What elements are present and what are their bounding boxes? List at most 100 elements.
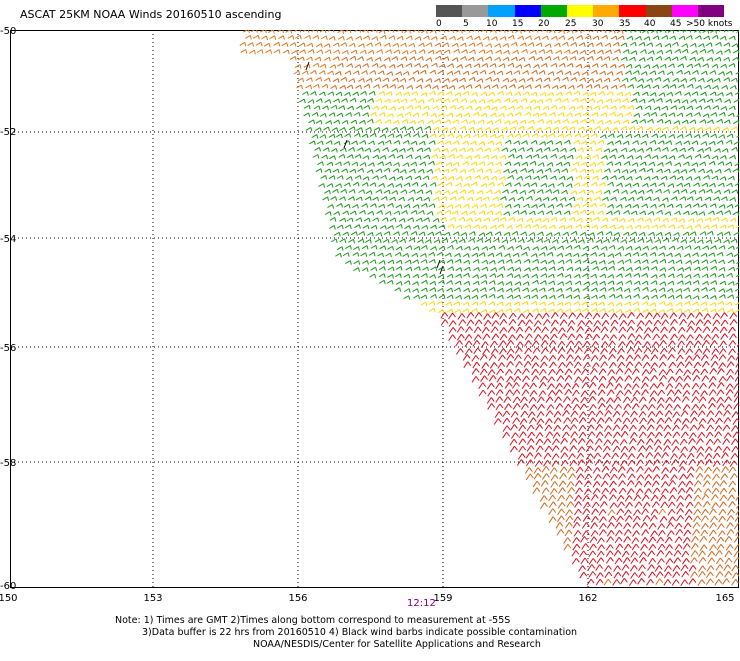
- wind-barb-flag: [708, 133, 709, 137]
- wind-barb-flag: [628, 383, 631, 387]
- wind-barb-flag: [454, 86, 455, 90]
- wind-barb-flag: [612, 72, 613, 76]
- wind-barb: [653, 313, 657, 319]
- wind-barb-flag: [689, 301, 690, 305]
- wind-barb: [310, 71, 315, 74]
- wind-barb: [455, 281, 460, 284]
- wind-barb-flag: [397, 127, 398, 131]
- wind-barb-flag: [558, 57, 559, 61]
- wind-barb: [568, 334, 572, 340]
- wind-barb-flag: [588, 134, 589, 138]
- wind-barb-flag: [579, 204, 580, 208]
- wind-barb: [574, 356, 578, 362]
- wind-barb: [539, 50, 544, 53]
- wind-barb-flag: [701, 106, 702, 110]
- wind-barb: [433, 218, 438, 221]
- wind-barb-flag: [720, 239, 721, 243]
- wind-barb-flag: [469, 281, 470, 285]
- wind-barb-flag: [597, 176, 598, 180]
- wind-barb-flag: [324, 184, 325, 188]
- wind-barb: [368, 50, 373, 53]
- wind-barb: [501, 85, 506, 88]
- wind-barb-flag: [556, 154, 557, 158]
- wind-barb-flag: [596, 281, 597, 285]
- wind-barb: [620, 84, 625, 87]
- wind-barb: [623, 211, 628, 214]
- wind-barb: [479, 211, 484, 214]
- wind-barb-flag: [643, 239, 644, 243]
- wind-barb: [703, 133, 708, 136]
- wind-barb: [452, 58, 457, 61]
- wind-barb: [573, 72, 578, 75]
- wind-barb-flag: [375, 133, 376, 137]
- wind-barb: [670, 334, 674, 340]
- wind-barb: [554, 232, 559, 235]
- wind-barb-flag: [332, 162, 333, 166]
- wind-barb-flag: [351, 177, 352, 181]
- wind-barb-flag: [690, 30, 691, 32]
- wind-barb-flag: [309, 113, 310, 117]
- wind-barb: [507, 113, 512, 116]
- wind-barb-flag: [515, 79, 516, 83]
- wind-barb-flag: [645, 162, 646, 166]
- wind-barb-flag: [552, 92, 553, 96]
- wind-barb-flag: [551, 405, 554, 409]
- wind-barb-flag: [373, 50, 374, 54]
- wind-barb-flag: [667, 198, 668, 202]
- wind-barb: [438, 71, 443, 74]
- wind-barb: [651, 289, 656, 292]
- wind-barb: [249, 50, 254, 53]
- wind-barb: [454, 288, 459, 291]
- wind-barb: [625, 368, 629, 374]
- wind-barb-flag: [334, 113, 335, 117]
- wind-barb: [608, 254, 613, 257]
- wind-barb: [612, 218, 617, 221]
- wind-barb-flag: [456, 148, 457, 152]
- wind-barb: [608, 302, 613, 305]
- wind-barb: [548, 377, 552, 383]
- wind-barb-flag: [578, 162, 579, 166]
- wind-barb: [572, 211, 577, 214]
- wind-barb: [729, 155, 734, 158]
- wind-barb: [445, 253, 450, 256]
- wind-barb: [576, 225, 581, 228]
- wind-barb: [384, 99, 389, 102]
- wind-barb: [393, 99, 398, 102]
- wind-barb-flag: [491, 232, 492, 236]
- wind-barb-flag: [684, 319, 687, 323]
- wind-barb-flag: [715, 355, 718, 359]
- wind-barb-flag: [699, 134, 700, 138]
- wind-barb: [578, 240, 583, 243]
- wind-barb: [683, 383, 687, 389]
- wind-barb: [421, 183, 426, 186]
- wind-barb-flag: [707, 260, 708, 264]
- wind-barb: [438, 92, 443, 95]
- wind-barb: [638, 190, 643, 193]
- wind-barb: [537, 190, 542, 193]
- wind-barb: [464, 267, 469, 270]
- wind-barb: [373, 106, 378, 109]
- wind-barb-flag: [635, 169, 636, 173]
- wind-barb-flag: [698, 274, 699, 278]
- wind-barb-flag: [605, 30, 606, 33]
- wind-barb: [575, 309, 580, 312]
- wind-barb: [733, 169, 738, 172]
- wind-barb-flag: [537, 348, 540, 352]
- wind-barb: [553, 127, 558, 130]
- wind-barb: [461, 99, 466, 102]
- wind-barb-flag: [484, 354, 487, 358]
- wind-barb-flag: [601, 148, 602, 152]
- wind-barb: [601, 156, 606, 159]
- wind-barb: [597, 100, 602, 103]
- wind-barb-flag: [698, 260, 699, 264]
- wind-barb: [463, 273, 468, 276]
- wind-barb: [561, 190, 566, 193]
- wind-barb-flag: [444, 205, 445, 209]
- wind-barb-flag: [715, 273, 716, 277]
- wind-barb: [521, 98, 526, 101]
- wind-barb: [580, 210, 585, 213]
- wind-barb: [589, 391, 593, 397]
- wind-barb-flag: [616, 36, 617, 40]
- wind-barb-flag: [537, 267, 538, 271]
- wind-barb-flag: [504, 64, 505, 68]
